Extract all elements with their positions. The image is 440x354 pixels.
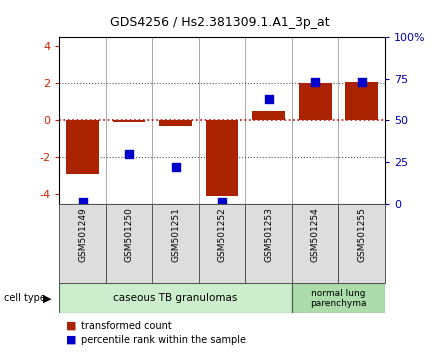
Bar (253, 111, 285, 120)
Text: normal lung
parenchyma: normal lung parenchyma (310, 289, 367, 308)
Bar (206, 120, 238, 196)
Point (219, 199, 226, 205)
Text: GSM501255: GSM501255 (357, 207, 366, 262)
Bar (59, 204, 106, 283)
Point (172, 164, 179, 170)
Bar (345, 81, 378, 120)
Text: GSM501254: GSM501254 (311, 207, 320, 262)
Bar (338, 204, 385, 283)
Bar (299, 84, 331, 120)
Point (265, 96, 272, 102)
Text: GDS4256 / Hs2.381309.1.A1_3p_at: GDS4256 / Hs2.381309.1.A1_3p_at (110, 16, 330, 29)
Text: GSM501252: GSM501252 (218, 207, 227, 262)
Bar (199, 204, 246, 283)
Bar (159, 120, 192, 126)
Text: transformed count: transformed count (81, 321, 172, 331)
Text: GSM501251: GSM501251 (171, 207, 180, 262)
Bar (66, 120, 99, 174)
Bar (292, 204, 338, 283)
Text: caseous TB granulomas: caseous TB granulomas (114, 293, 238, 303)
Text: ▶: ▶ (43, 293, 51, 303)
Text: ■: ■ (66, 335, 77, 345)
Text: cell type: cell type (4, 293, 46, 303)
Text: percentile rank within the sample: percentile rank within the sample (81, 335, 246, 345)
Bar (113, 120, 146, 122)
Point (358, 79, 365, 85)
Text: GSM501250: GSM501250 (125, 207, 134, 262)
Point (79, 199, 86, 205)
Point (126, 151, 133, 156)
Bar (246, 204, 292, 283)
Text: GSM501249: GSM501249 (78, 207, 87, 262)
Text: GSM501253: GSM501253 (264, 207, 273, 262)
Bar (152, 204, 199, 283)
Bar (59, 283, 292, 313)
Bar (292, 283, 385, 313)
Point (312, 79, 319, 85)
Bar (106, 204, 152, 283)
Text: ■: ■ (66, 321, 77, 331)
